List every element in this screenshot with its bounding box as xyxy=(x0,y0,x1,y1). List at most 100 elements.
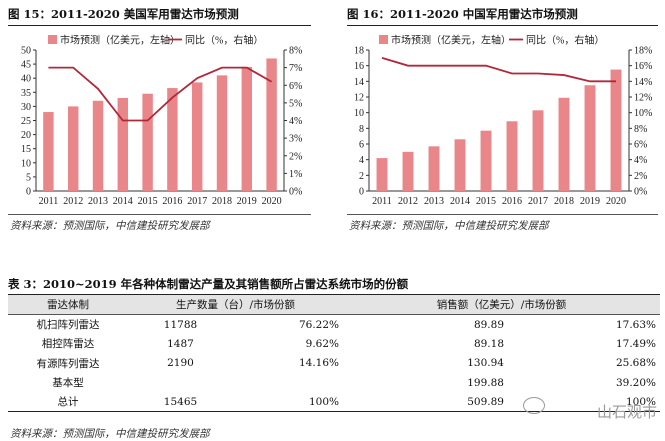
right-tick-label: 10% xyxy=(634,108,652,119)
right-tick-label: 6% xyxy=(634,140,647,151)
row-sales-share: 17.63% xyxy=(615,318,656,331)
x-tick-label: 2013 xyxy=(424,196,444,207)
row-name: 相控阵雷达 xyxy=(41,338,95,351)
table-row: 有源阵列雷达 2190 14.16% 130.94 25.68% xyxy=(8,354,660,373)
x-tick-label: 2014 xyxy=(450,196,470,207)
left-tick-label: 45 xyxy=(21,60,31,71)
row-units: 11788 xyxy=(163,318,198,331)
left-tick-label: 12 xyxy=(354,93,364,104)
bar xyxy=(402,151,414,191)
x-tick-label: 2019 xyxy=(237,196,257,207)
figure-16-chart: 0 2 4 6 8 10 12 14 16 18 0% 2% 4% 6% 8% 10% 12% 14% 16% 18%… xyxy=(354,34,652,208)
header-sales: 销售额（亿美元）/市场份额 xyxy=(343,294,660,315)
left-tick-label: 50 xyxy=(21,46,31,57)
left-tick-label: 8 xyxy=(359,124,364,135)
table-row-total: 总计 15465 100% 509.89 100% xyxy=(8,392,660,413)
row-sales: 509.89 xyxy=(343,392,508,413)
right-tick-label: 2% xyxy=(289,151,302,162)
bar xyxy=(584,85,596,191)
row-sales-share: 39.20% xyxy=(615,376,656,389)
x-tick-label: 2015 xyxy=(476,196,496,207)
right-tick-label: 4% xyxy=(289,116,302,127)
row-units: 1487 xyxy=(167,337,194,350)
bar xyxy=(92,100,104,191)
watermark: 山石观市 xyxy=(596,403,657,421)
radar-market-table: 雷达体制 生产数量（台）/市场份额 销售额（亿美元）/市场份额 机扫阵列雷达 1… xyxy=(8,294,660,413)
header-production: 生产数量（台）/市场份额 xyxy=(128,294,343,315)
table-3-source: 资料来源：预测国际，中信建投研究发展部 xyxy=(10,428,210,440)
x-tick-label: 2015 xyxy=(138,196,158,207)
row-name: 总计 xyxy=(8,392,128,413)
row-sales-share: 17.49% xyxy=(615,337,656,350)
row-units xyxy=(128,373,233,392)
left-tick-label: 0 xyxy=(359,187,364,198)
row-name: 有源阵列雷达 xyxy=(36,357,100,370)
row-sales: 89.18 xyxy=(473,337,504,350)
right-tick-label: 16% xyxy=(634,61,652,72)
right-tick-label: 0% xyxy=(634,187,647,198)
left-tick-label: 2 xyxy=(359,171,364,182)
figure-16-title-rule xyxy=(347,25,658,26)
figure-15-title-rule xyxy=(8,25,311,26)
left-tick-label: 20 xyxy=(21,130,31,141)
bar xyxy=(532,110,544,191)
x-tick-label: 2017 xyxy=(528,196,548,207)
row-sales: 89.89 xyxy=(473,318,504,331)
figure-15-source: 资料来源：预测国际，中信建投研究发展部 xyxy=(10,220,210,232)
row-units-share: 9.62% xyxy=(305,337,339,350)
table-row: 相控阵雷达 1487 9.62% 89.18 17.49% xyxy=(8,334,660,353)
x-tick-label: 2016 xyxy=(502,196,522,207)
left-tick-label: 30 xyxy=(21,102,31,113)
bar xyxy=(43,112,54,191)
bar xyxy=(266,58,277,192)
left-tick-label: 25 xyxy=(21,116,31,127)
bar xyxy=(376,158,388,191)
bar xyxy=(558,97,570,191)
bar xyxy=(67,106,79,191)
figure-15-title: 图 15：2011-2020 美国军用雷达市场预测 xyxy=(8,7,239,21)
right-tick-label: 8% xyxy=(634,124,647,135)
table-row: 机扫阵列雷达 11788 76.22% 89.89 17.63% xyxy=(8,315,660,335)
x-tick-label: 2012 xyxy=(398,196,418,207)
bar xyxy=(142,93,153,191)
row-sales: 130.94 xyxy=(467,357,504,370)
left-tick-label: 10 xyxy=(354,108,364,119)
row-units-share xyxy=(233,373,343,392)
yoy-line xyxy=(381,56,616,83)
right-tick-label: 1% xyxy=(289,169,302,180)
yoy-line xyxy=(48,66,273,122)
figure-15-chart: 0 5 10 15 20 25 30 35 40 45 50 0% 1% 2% 3% 4% 5% 6% 7% 8% 20… xyxy=(21,34,302,208)
left-tick-label: 18 xyxy=(354,46,364,57)
left-tick-label: 15 xyxy=(21,144,31,155)
left-tick-label: 5 xyxy=(26,172,31,183)
bar xyxy=(191,82,203,191)
bar xyxy=(117,97,129,191)
x-tick-label: 2017 xyxy=(187,196,207,207)
right-tick-label: 18% xyxy=(634,46,652,57)
table-header-row: 雷达体制 生产数量（台）/市场份额 销售额（亿美元）/市场份额 xyxy=(8,294,660,315)
row-name: 机扫阵列雷达 xyxy=(36,319,100,332)
figure-16-source-rule xyxy=(347,214,658,215)
x-tick-label: 2020 xyxy=(606,196,626,207)
x-tick-label: 2014 xyxy=(113,196,133,207)
table-row: 基本型 199.88 39.20% xyxy=(8,373,660,392)
legend-bar-swatch xyxy=(48,35,57,44)
header-radar-type: 雷达体制 xyxy=(8,294,128,315)
x-tick-label: 2012 xyxy=(63,196,83,207)
x-tick-label: 2020 xyxy=(262,196,282,207)
x-tick-label: 2013 xyxy=(88,196,108,207)
x-tick-label: 2019 xyxy=(580,196,600,207)
bar xyxy=(610,69,622,191)
legend-line-label: 同比（%，右轴） xyxy=(526,34,604,47)
figure-16-title: 图 16：2011-2020 中国军用雷达市场预测 xyxy=(347,7,578,21)
figure-16-source: 资料来源：预测国际，中信建投研究发展部 xyxy=(349,220,549,232)
bar xyxy=(428,146,440,191)
row-units-share: 14.16% xyxy=(298,357,339,370)
right-tick-label: 2% xyxy=(634,171,647,182)
left-tick-label: 14 xyxy=(354,77,364,88)
right-tick-label: 5% xyxy=(289,98,302,109)
row-units: 2190 xyxy=(167,357,194,370)
row-sales: 199.88 xyxy=(467,376,504,389)
left-tick-label: 40 xyxy=(21,74,31,85)
bar xyxy=(506,121,518,191)
